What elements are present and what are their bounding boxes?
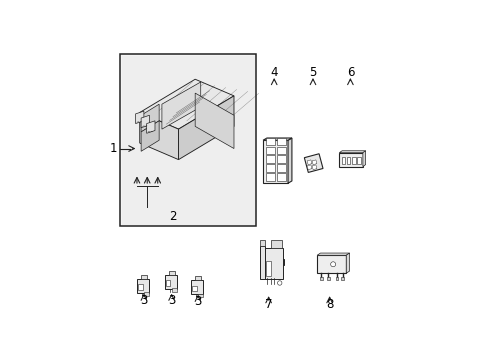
Bar <box>351 157 355 164</box>
Bar <box>166 280 170 286</box>
Text: 4: 4 <box>270 66 277 79</box>
Bar <box>120 54 256 226</box>
Circle shape <box>277 281 282 285</box>
Bar <box>276 147 285 154</box>
Bar <box>265 138 274 145</box>
Polygon shape <box>260 246 265 279</box>
Bar <box>265 164 274 172</box>
Polygon shape <box>178 96 233 159</box>
Bar <box>339 153 362 167</box>
Polygon shape <box>141 104 159 132</box>
Bar <box>335 277 338 280</box>
Bar <box>346 157 350 164</box>
Text: 7: 7 <box>264 298 272 311</box>
Polygon shape <box>287 138 291 183</box>
Bar <box>172 288 176 292</box>
Bar <box>141 275 147 279</box>
Polygon shape <box>141 115 149 128</box>
Bar <box>195 276 201 280</box>
Polygon shape <box>263 138 291 140</box>
Text: 1: 1 <box>109 142 117 155</box>
Bar <box>198 293 203 297</box>
Polygon shape <box>311 160 316 165</box>
Polygon shape <box>346 253 349 273</box>
Polygon shape <box>140 79 233 129</box>
Polygon shape <box>311 165 316 170</box>
Polygon shape <box>362 151 365 167</box>
Bar <box>276 156 285 163</box>
Polygon shape <box>135 111 143 123</box>
Polygon shape <box>339 151 365 153</box>
Bar <box>265 147 274 154</box>
Bar <box>144 292 148 296</box>
Text: 8: 8 <box>325 298 333 311</box>
Polygon shape <box>195 93 233 149</box>
Bar <box>137 279 149 293</box>
Polygon shape <box>317 253 349 255</box>
Text: 6: 6 <box>346 66 353 79</box>
Bar <box>122 56 254 225</box>
Bar <box>319 277 322 280</box>
Bar <box>276 173 285 181</box>
Text: 5: 5 <box>309 66 316 79</box>
Bar <box>276 138 285 145</box>
Bar <box>357 157 360 164</box>
Bar <box>266 261 270 276</box>
Text: 3: 3 <box>167 294 175 307</box>
Polygon shape <box>306 160 311 165</box>
Polygon shape <box>140 112 178 159</box>
Bar <box>276 164 285 172</box>
Text: 2: 2 <box>169 210 176 223</box>
Bar <box>341 157 345 164</box>
Bar <box>138 284 142 290</box>
Circle shape <box>330 262 335 267</box>
Bar <box>164 275 177 288</box>
Text: 3: 3 <box>194 295 201 308</box>
Bar <box>326 277 329 280</box>
Bar <box>317 255 346 273</box>
Bar <box>265 173 274 181</box>
Bar <box>191 280 203 294</box>
Polygon shape <box>306 165 311 170</box>
Text: 3: 3 <box>140 294 147 307</box>
Bar <box>271 240 282 248</box>
Bar <box>341 277 344 280</box>
Bar <box>263 140 287 183</box>
Bar <box>265 156 274 163</box>
Polygon shape <box>304 154 323 172</box>
Polygon shape <box>146 121 155 133</box>
Polygon shape <box>141 121 159 151</box>
Polygon shape <box>162 82 200 129</box>
Polygon shape <box>265 260 284 265</box>
Bar <box>168 270 175 275</box>
Polygon shape <box>260 240 265 246</box>
Bar <box>265 248 283 279</box>
Bar <box>192 286 196 291</box>
